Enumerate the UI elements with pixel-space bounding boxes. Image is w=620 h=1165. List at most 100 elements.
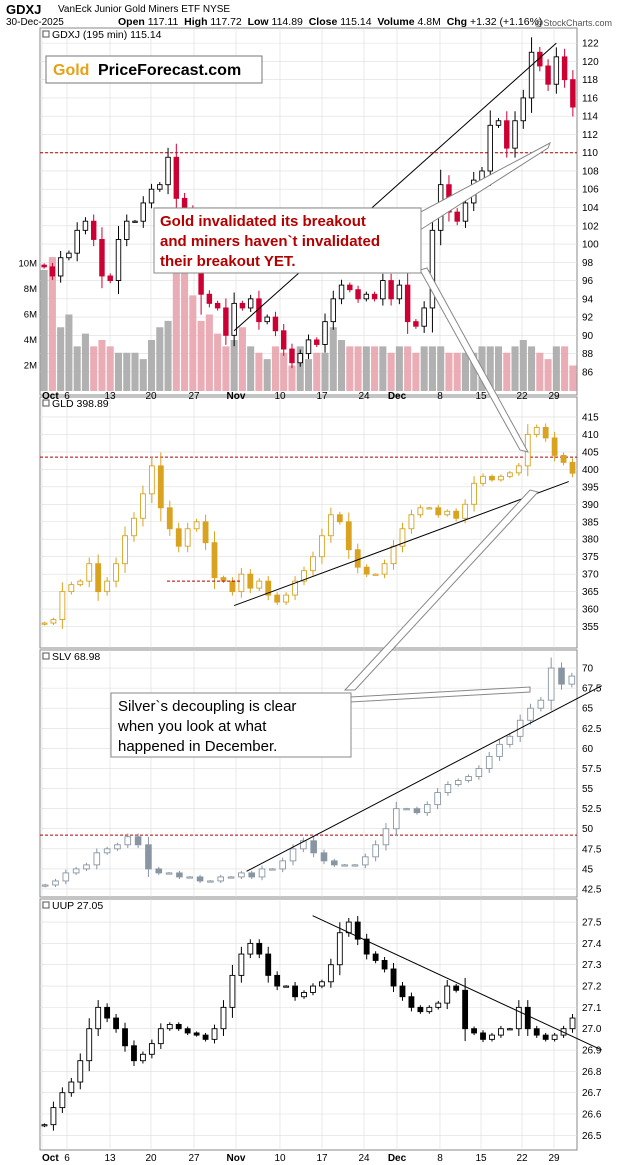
candle-body (569, 1017, 576, 1030)
candle-body (327, 964, 334, 983)
candle-body (166, 507, 173, 530)
y-tick-label: 27.0 (582, 1024, 602, 1035)
volume-bar (81, 333, 89, 391)
candle-body (485, 755, 493, 769)
y-tick-label: 27.4 (582, 939, 602, 950)
candle-body (124, 220, 130, 240)
volume-bar (437, 346, 445, 391)
volume-bar (238, 327, 246, 391)
candle-body (533, 1028, 540, 1036)
candle-body (114, 844, 121, 850)
candle-body (175, 528, 182, 547)
volume-bar (280, 352, 288, 391)
trend-line (246, 685, 603, 872)
y-tick-label: 45 (582, 864, 594, 875)
candle-body (553, 56, 560, 85)
x-tick-label: 17 (316, 391, 328, 402)
panel-slv: 42.5 45 47.5 50 52.5 55 57.5 60 62.5 65 67.5 70 SLV … (39, 649, 603, 898)
candle-body (515, 465, 522, 474)
candle-body (50, 619, 57, 624)
silver-annotation-line: Silver`s decoupling is clear (118, 698, 296, 715)
volume-bar (569, 365, 577, 391)
candle-body (238, 573, 245, 593)
x-tick-label: 20 (145, 1153, 157, 1164)
candle-body (184, 528, 191, 547)
candle-body (314, 339, 320, 345)
volume-bar (197, 320, 205, 391)
candle-body (390, 968, 397, 987)
volume-bar (395, 346, 403, 391)
y-tick-label: 120 (582, 57, 599, 68)
candle-body (390, 545, 397, 565)
candle-body (176, 872, 183, 878)
candle-body (444, 784, 452, 794)
y-tick-label: 57.5 (582, 764, 602, 775)
candle-body (305, 339, 312, 355)
volume-bar (362, 346, 370, 391)
y-tick-label: 118 (582, 75, 598, 86)
y-tick-label: 47.5 (582, 844, 602, 855)
volume-bar (148, 340, 156, 391)
y-tick-label: 50 (582, 824, 594, 835)
panel-menu-icon[interactable] (42, 901, 50, 909)
candle-body (319, 981, 325, 987)
y-tick-label: 90 (582, 331, 594, 342)
high-value: 117.72 (210, 16, 242, 28)
volume-bar (90, 346, 98, 391)
candle-body (83, 864, 90, 870)
candle-body (211, 1028, 218, 1040)
candle-body (444, 510, 451, 516)
candle-body (74, 229, 80, 254)
x-tick-label: 10 (274, 1153, 286, 1164)
candle-body (131, 1045, 137, 1062)
candle-body (148, 1043, 155, 1055)
volume-bar (494, 346, 503, 391)
candle-body (107, 275, 113, 282)
candle-body (231, 302, 237, 336)
panel-menu-icon[interactable] (42, 30, 50, 38)
candle-body (292, 580, 298, 596)
panel-menu-icon[interactable] (42, 652, 50, 660)
volume-bar (486, 346, 494, 391)
volume-bar (139, 359, 147, 391)
candle-body (515, 1006, 522, 1030)
volume-bar (288, 365, 296, 391)
volume-bar (205, 314, 213, 391)
open-label: Open (118, 16, 145, 28)
y-tick-label: 108 (582, 166, 599, 177)
candle-body (435, 507, 442, 516)
y-tick-label: 355 (582, 622, 599, 633)
panel-title: GDXJ (195 min) 115.14 (52, 29, 162, 41)
volume-tick-label: 10M (19, 259, 38, 270)
volume-bar (453, 352, 461, 391)
candle-body (322, 321, 328, 345)
y-tick-label: 390 (582, 500, 599, 511)
candle-body (140, 493, 146, 519)
volume-bar (57, 327, 65, 391)
x-tick-label: 10 (274, 391, 286, 402)
y-tick-label: 92 (582, 313, 594, 324)
volume-bar (428, 346, 436, 391)
y-tick-label: 65 (582, 704, 594, 715)
close-value: 115.14 (340, 16, 372, 28)
panel-title: GLD 398.89 (52, 398, 109, 410)
gold-annotation-line: Gold invalidated its breakout (160, 213, 366, 230)
candle-body (320, 852, 328, 862)
candle-body (113, 1017, 119, 1030)
y-tick-label: 27.3 (582, 960, 602, 971)
candle-body (354, 921, 361, 940)
y-tick-label: 395 (582, 482, 599, 493)
y-tick-label: 410 (582, 430, 599, 441)
y-tick-label: 26.6 (582, 1110, 602, 1121)
candle-body (279, 860, 286, 870)
x-tick-label: 6 (64, 1153, 70, 1164)
y-tick-label: 86 (582, 367, 594, 378)
candle-body (247, 942, 254, 955)
candle-body (184, 1028, 191, 1034)
candle-body (155, 868, 163, 874)
panel-menu-icon[interactable] (42, 399, 50, 407)
candle-body (330, 298, 337, 323)
volume-bar (48, 257, 56, 391)
candle-body (388, 280, 394, 300)
